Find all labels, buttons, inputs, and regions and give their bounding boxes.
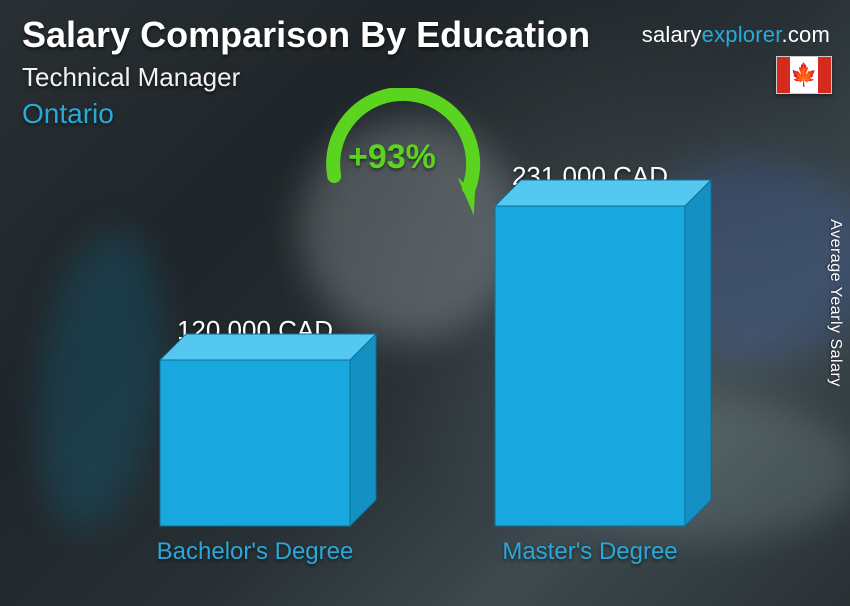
canada-flag-icon: 🍁 xyxy=(776,56,832,94)
increase-arrow-icon xyxy=(288,88,512,312)
brand-part2: explorer xyxy=(702,22,782,47)
flag-leaf-icon: 🍁 xyxy=(790,57,817,93)
bar-wrap: 120,000 CAD xyxy=(160,315,350,526)
brand-logo: salaryexplorer.com xyxy=(642,22,830,48)
bar-wrap: 231,000 CAD xyxy=(495,161,685,526)
bar-category-label: Master's Degree xyxy=(460,538,720,566)
bar xyxy=(495,206,685,526)
infographic-stage: Salary Comparison By Education Technical… xyxy=(0,0,850,606)
region-label: Ontario xyxy=(22,98,114,130)
brand-part1: salary xyxy=(642,22,702,47)
bar-category-label: Bachelor's Degree xyxy=(125,538,385,566)
flag-band-left xyxy=(777,57,790,93)
brand-part3: .com xyxy=(782,22,830,47)
flag-band-right xyxy=(818,57,831,93)
y-axis-label: Average Yearly Salary xyxy=(826,219,844,387)
page-title: Salary Comparison By Education xyxy=(22,14,590,56)
page-subtitle: Technical Manager xyxy=(22,62,240,93)
bar xyxy=(160,360,350,526)
